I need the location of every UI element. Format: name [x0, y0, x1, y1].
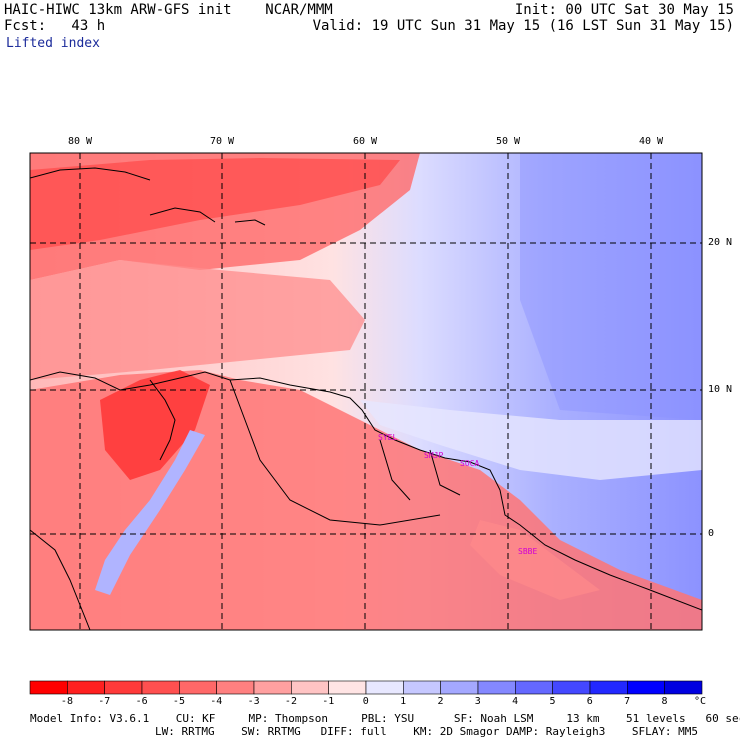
colorbar-swatch: [29, 680, 68, 695]
eastern-stable-field: [520, 153, 702, 420]
colorbar-swatch: [552, 680, 591, 695]
lat-label: 20 N: [708, 237, 733, 248]
colorbar-tick-label: -5: [172, 696, 185, 707]
colorbar-tick-label: 6: [586, 696, 593, 707]
colorbar-tick-label: -1: [322, 696, 335, 707]
colorbar-swatch: [253, 680, 292, 695]
station-label-smjp: SMJP: [424, 451, 444, 460]
model-info-line-1: Model Info: V3.6.1 CU: KF MP: Thompson P…: [30, 712, 740, 725]
colorbar-unit: °C: [694, 696, 707, 707]
border-line: [379, 439, 411, 501]
warm-core-north: [30, 158, 400, 250]
colorbar-tick-label: 4: [512, 696, 519, 707]
coastal-stable-band: [360, 400, 702, 480]
colorbar-swatch: [141, 680, 180, 695]
south-america-coast: [30, 371, 702, 611]
colorbar-swatch: [365, 680, 404, 695]
init-time: Init: 00 UTC Sat 30 May 15: [514, 2, 734, 18]
colorbar-tick-label: 7: [624, 696, 631, 707]
lon-label: 70 W: [210, 136, 235, 147]
map-field: [30, 153, 702, 630]
colorbar-swatch: [291, 680, 329, 695]
colorbar-swatch: [515, 680, 553, 695]
colorbar-swatch: [664, 680, 703, 695]
graticule: [30, 153, 702, 630]
border-line: [149, 379, 176, 461]
model-title: HAIC-HIWC 13km ARW-GFS init NCAR/MMM: [4, 2, 333, 18]
coastlines: [30, 167, 702, 630]
lon-label: 80 W: [68, 136, 93, 147]
amazon-field: [470, 520, 600, 600]
lat-label: 0: [708, 528, 715, 539]
valley-stable-strip: [95, 430, 205, 595]
colorbar-swatch: [403, 680, 441, 695]
colorbar-swatch: [328, 680, 367, 695]
colorbar-tick-label: -4: [210, 696, 223, 707]
colorbar-tick-label: 0: [362, 696, 369, 707]
colorbar-tick-label: 5: [549, 696, 556, 707]
colorbar-swatch: [440, 680, 479, 695]
colorbar-swatch: [67, 680, 105, 695]
colorbar-tick-label: 3: [474, 696, 481, 707]
map-frame: [29, 152, 703, 631]
colorbar-swatch: [179, 680, 217, 695]
lat-label: 10 N: [708, 384, 733, 395]
hispaniola-coast: [149, 207, 216, 223]
cuba-coast: [30, 167, 151, 181]
colorbar-tick-label: 8: [661, 696, 668, 707]
lon-label: 40 W: [639, 136, 664, 147]
colorbar-swatch: [627, 680, 665, 695]
lon-label: 50 W: [496, 136, 521, 147]
station-label-sbbe: SBBE: [518, 547, 538, 556]
caribbean-field: [30, 260, 365, 380]
border-line: [229, 379, 441, 526]
colorbar-tick-label: -2: [284, 696, 297, 707]
lon-label: 60 W: [353, 136, 378, 147]
colorbar-tick-label: -8: [60, 696, 73, 707]
colorbar-tick-label: -3: [247, 696, 260, 707]
colorbar-swatch: [216, 680, 255, 695]
colorbar-tick-label: 1: [400, 696, 407, 707]
colorbar-tick-label: 2: [437, 696, 444, 707]
station-label-syel: SYEL: [378, 433, 398, 442]
station-label-soca: SOCA: [460, 459, 480, 468]
colorbar-tick-label: -6: [135, 696, 148, 707]
colorbar-swatch: [104, 680, 143, 695]
valid-time: Valid: 19 UTC Sun 31 May 15 (16 LST Sun …: [312, 18, 734, 34]
colorbar-tick-label: -7: [98, 696, 111, 707]
puerto-rico-coast: [234, 219, 266, 226]
forecast-hour: Fcst: 43 h: [4, 18, 106, 34]
colorbar: [29, 680, 703, 695]
pacific-coast: [30, 529, 91, 630]
border-line: [429, 449, 461, 496]
model-info-line-2: LW: RRTMG SW: RRTMG DIFF: full KM: 2D Sm…: [155, 725, 699, 738]
colorbar-swatch: [589, 680, 628, 695]
field-name: Lifted index: [6, 36, 100, 51]
colorbar-swatch: [477, 680, 516, 695]
andes-core: [100, 370, 210, 480]
